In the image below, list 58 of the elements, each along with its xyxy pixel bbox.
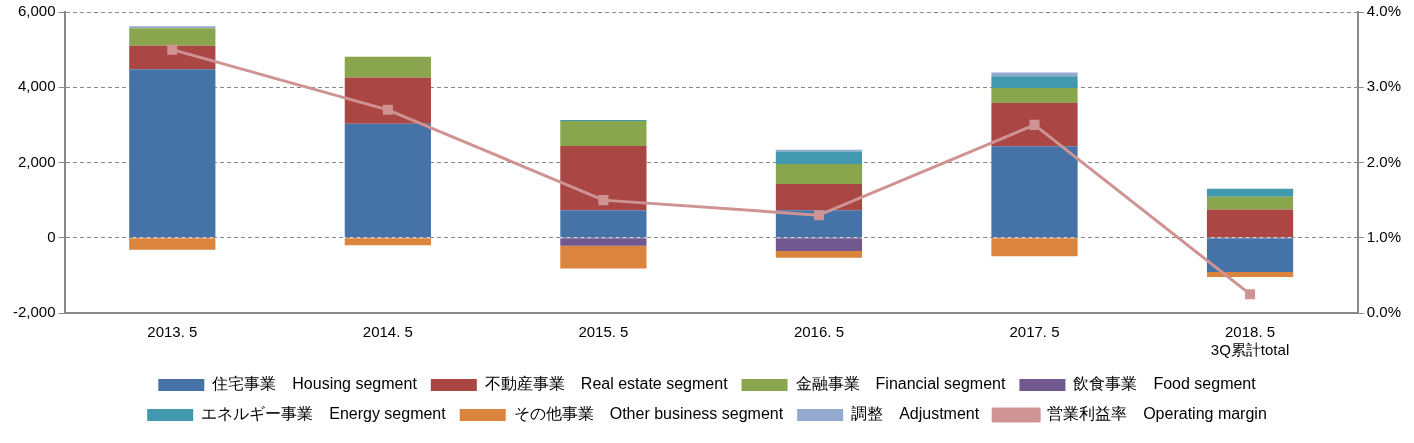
y2-tick-label: 4.0% xyxy=(1366,2,1402,20)
bar xyxy=(344,123,431,238)
y-tick-label: 4,000 xyxy=(17,77,56,95)
bar xyxy=(775,164,863,184)
y-tick-label: -2,000 xyxy=(12,303,56,321)
bar xyxy=(775,151,863,165)
bar xyxy=(560,121,647,146)
bar xyxy=(129,28,216,46)
legend-label: 調整 Adjustment xyxy=(851,405,980,423)
bar xyxy=(1206,238,1294,272)
bar xyxy=(1206,196,1294,210)
bar xyxy=(991,76,1078,88)
bar xyxy=(344,77,431,124)
bar xyxy=(775,183,863,211)
legend-label: 住宅事業 Housing segment xyxy=(211,375,418,393)
bar xyxy=(1206,271,1294,277)
x-tick-label: 2014. 5 xyxy=(362,323,413,341)
bar xyxy=(129,238,216,250)
x-tick-label: 2015. 5 xyxy=(578,323,629,341)
bar xyxy=(775,210,863,238)
legend-label: その他事業 Other business segment xyxy=(513,405,784,423)
bar xyxy=(1206,188,1294,197)
y2-tick-label: 0.0% xyxy=(1366,303,1402,321)
y-tick-label: 2,000 xyxy=(17,152,56,170)
point xyxy=(1245,289,1256,300)
legend-label: 営業利益率 Operating margin xyxy=(1047,405,1267,423)
x-tick-label: 2016. 5 xyxy=(793,323,844,341)
bar xyxy=(560,245,647,269)
bar xyxy=(129,69,216,238)
point xyxy=(382,104,393,115)
bar xyxy=(560,238,647,246)
point xyxy=(167,44,178,55)
y2-tick-label: 1.0% xyxy=(1366,227,1402,245)
bar xyxy=(775,238,863,251)
point xyxy=(1029,119,1040,130)
point xyxy=(813,210,824,221)
point xyxy=(598,195,609,206)
bar xyxy=(344,56,431,78)
bar xyxy=(344,238,431,246)
y-tick-label: 0 xyxy=(47,227,56,245)
bar xyxy=(991,103,1078,147)
x-tick-label: 2018. 5 3Q累計total xyxy=(1210,323,1290,359)
bar xyxy=(991,146,1078,238)
y2-tick-label: 3.0% xyxy=(1366,77,1402,95)
bar xyxy=(991,88,1078,104)
y-tick-label: 6,000 xyxy=(17,2,56,20)
x-tick-label: 2017. 5 xyxy=(1009,323,1060,341)
bar xyxy=(560,210,647,238)
legend-label: エネルギー事業 Energy segment xyxy=(201,405,447,423)
bar xyxy=(991,238,1078,257)
legend-label: 金融事業 Financial segment xyxy=(795,375,1006,393)
legend-label: 不動産事業 Real estate segment xyxy=(484,375,729,393)
bar xyxy=(560,145,647,211)
legend-label: 飲食事業 Food segment xyxy=(1073,375,1257,393)
bar xyxy=(775,250,863,258)
y2-tick-label: 2.0% xyxy=(1366,152,1402,170)
bar xyxy=(1206,209,1294,238)
x-tick-label: 2013. 5 xyxy=(147,323,198,341)
